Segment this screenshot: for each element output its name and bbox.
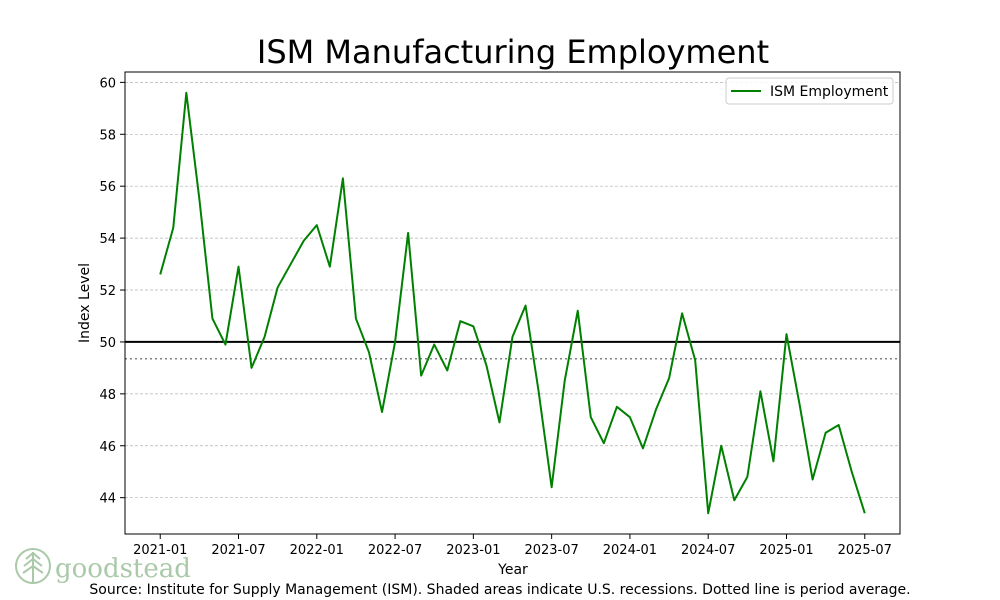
- data-point: [733, 499, 735, 501]
- data-point: [603, 442, 605, 444]
- x-tick-label: 2025-07: [838, 543, 892, 558]
- x-axis-label: Year: [497, 562, 528, 578]
- x-tick-label: 2021-01: [133, 543, 187, 558]
- data-point: [381, 411, 383, 413]
- data-point: [224, 344, 226, 346]
- y-tick-label: 54: [99, 232, 116, 247]
- data-point: [472, 325, 474, 327]
- x-tick-label: 2023-01: [446, 543, 500, 558]
- x-tick-label: 2021-07: [211, 543, 265, 558]
- goodstead-logo: goodstead: [15, 548, 191, 584]
- data-point: [407, 232, 409, 234]
- data-point: [799, 403, 801, 405]
- data-point: [394, 341, 396, 343]
- x-tick-label: 2022-07: [368, 543, 422, 558]
- data-point: [355, 318, 357, 320]
- data-point: [525, 305, 527, 307]
- data-point: [512, 336, 514, 338]
- x-tick-label: 2022-01: [290, 543, 344, 558]
- data-point: [812, 478, 814, 480]
- x-tick-label: 2025-01: [759, 543, 813, 558]
- data-point: [420, 375, 422, 377]
- data-point: [720, 445, 722, 447]
- data-point: [433, 344, 435, 346]
- data-point: [238, 266, 240, 268]
- data-point: [694, 359, 696, 361]
- y-tick-label: 52: [99, 284, 116, 299]
- data-point: [251, 367, 253, 369]
- y-tick-label: 50: [99, 336, 116, 351]
- data-point: [159, 273, 161, 275]
- y-axis: 44 46 48 50 52 54 56 58 60: [99, 76, 125, 507]
- x-tick-label: 2024-07: [681, 543, 735, 558]
- y-tick-label: 56: [99, 180, 116, 195]
- y-tick-label: 48: [99, 388, 116, 403]
- tree-icon: [15, 548, 51, 584]
- data-point: [498, 421, 500, 423]
- data-point: [329, 266, 331, 268]
- data-point: [316, 224, 318, 226]
- legend-box: [725, 77, 894, 105]
- y-tick-label: 60: [99, 76, 116, 91]
- data-point: [629, 416, 631, 418]
- data-point: [681, 312, 683, 314]
- source-note: Source: Institute for Supply Management …: [89, 582, 910, 598]
- data-point: [577, 310, 579, 312]
- logo-text: goodstead: [55, 554, 191, 584]
- data-point: [564, 380, 566, 382]
- data-point: [838, 424, 840, 426]
- legend: ISM Employment: [725, 77, 894, 105]
- data-point: [185, 92, 187, 94]
- data-point: [303, 240, 305, 242]
- data-point: [342, 177, 344, 179]
- data-point: [198, 198, 200, 200]
- chart-title: ISM Manufacturing Employment: [257, 33, 769, 71]
- plot-frame: [124, 71, 901, 535]
- data-point: [590, 416, 592, 418]
- x-axis: 2021-01 2021-07 2022-01 2022-07 2023-01 2023-…: [133, 534, 892, 558]
- x-tick-label: 2024-01: [603, 543, 657, 558]
- y-axis-label: Index Level: [77, 263, 93, 343]
- y-tick-label: 44: [99, 492, 116, 507]
- data-point: [655, 408, 657, 410]
- data-point: [277, 286, 279, 288]
- data-point: [746, 476, 748, 478]
- data-point: [616, 406, 618, 408]
- data-point: [707, 512, 709, 514]
- data-point: [172, 227, 174, 229]
- series-line-ism-employment: [159, 91, 866, 515]
- data-point: [668, 377, 670, 379]
- data-point: [825, 432, 827, 434]
- data-point: [551, 486, 553, 488]
- series-layer: [159, 91, 866, 515]
- data-point: [211, 318, 213, 320]
- data-point: [772, 460, 774, 462]
- data-point: [759, 390, 761, 392]
- data-point: [368, 351, 370, 353]
- data-point: [459, 320, 461, 322]
- data-point: [864, 512, 866, 514]
- data-point: [290, 263, 292, 265]
- data-point: [538, 390, 540, 392]
- data-point: [851, 471, 853, 473]
- data-point: [642, 447, 644, 449]
- data-point: [785, 333, 787, 335]
- x-tick-label: 2023-07: [524, 543, 578, 558]
- y-tick-label: 46: [99, 440, 116, 455]
- legend-label: ISM Employment: [770, 84, 889, 100]
- data-point: [485, 364, 487, 366]
- y-tick-label: 58: [99, 128, 116, 143]
- data-point: [446, 369, 448, 371]
- data-point: [264, 336, 266, 338]
